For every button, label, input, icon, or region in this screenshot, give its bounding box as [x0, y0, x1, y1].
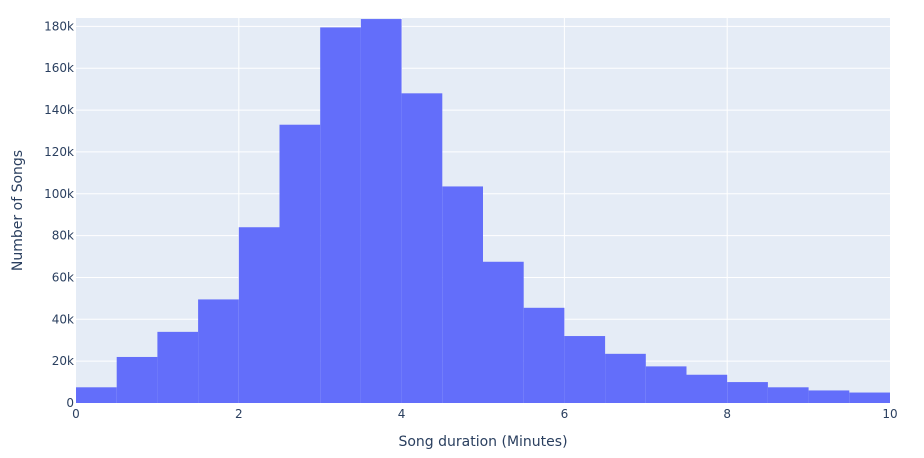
- y-axis-ticks: 0 20k 40k 60k 80k 100k 120k 140k 160k 180k: [44, 19, 74, 410]
- y-tick-label: 100k: [44, 187, 74, 201]
- histogram-bar[interactable]: [523, 307, 565, 403]
- y-tick-label: 180k: [44, 19, 74, 33]
- histogram-bar[interactable]: [645, 366, 687, 403]
- histogram-bar[interactable]: [483, 261, 524, 403]
- histogram-bar[interactable]: [564, 336, 606, 403]
- histogram-bar[interactable]: [198, 299, 239, 403]
- histogram-bar[interactable]: [686, 374, 728, 403]
- y-tick-label: 140k: [44, 103, 74, 117]
- histogram-bar[interactable]: [401, 93, 443, 404]
- histogram-bar[interactable]: [767, 387, 809, 403]
- x-tick-label: 8: [723, 407, 731, 421]
- histogram-bar[interactable]: [360, 19, 402, 403]
- x-tick-label: 2: [235, 407, 243, 421]
- histogram-bar[interactable]: [238, 227, 280, 403]
- x-axis-ticks: 0 2 4 6 8 10: [72, 407, 897, 421]
- histogram-bar[interactable]: [605, 353, 646, 403]
- y-tick-label: 0: [66, 396, 74, 410]
- y-tick-label: 120k: [44, 145, 74, 159]
- x-tick-label: 0: [72, 407, 80, 421]
- histogram-bar[interactable]: [76, 387, 117, 403]
- histogram-bar[interactable]: [116, 356, 158, 403]
- histogram-bar[interactable]: [727, 382, 768, 403]
- x-axis-title: Song duration (Minutes): [398, 434, 567, 450]
- histogram-bar[interactable]: [849, 392, 890, 403]
- x-tick-label: 6: [561, 407, 569, 421]
- histogram-bar[interactable]: [808, 390, 850, 403]
- y-tick-label: 20k: [52, 354, 74, 368]
- histogram-bar[interactable]: [157, 331, 199, 403]
- x-tick-label: 4: [398, 407, 406, 421]
- histogram-bars: [76, 19, 890, 404]
- histogram-bar[interactable]: [279, 124, 321, 403]
- x-tick-label: 10: [882, 407, 897, 421]
- histogram-bar[interactable]: [442, 186, 483, 403]
- y-tick-label: 60k: [52, 270, 74, 284]
- histogram-bar[interactable]: [320, 27, 361, 403]
- y-axis-title: Number of Songs: [10, 150, 26, 271]
- y-tick-label: 80k: [52, 229, 74, 243]
- y-tick-label: 40k: [52, 312, 74, 326]
- y-tick-label: 160k: [44, 61, 74, 75]
